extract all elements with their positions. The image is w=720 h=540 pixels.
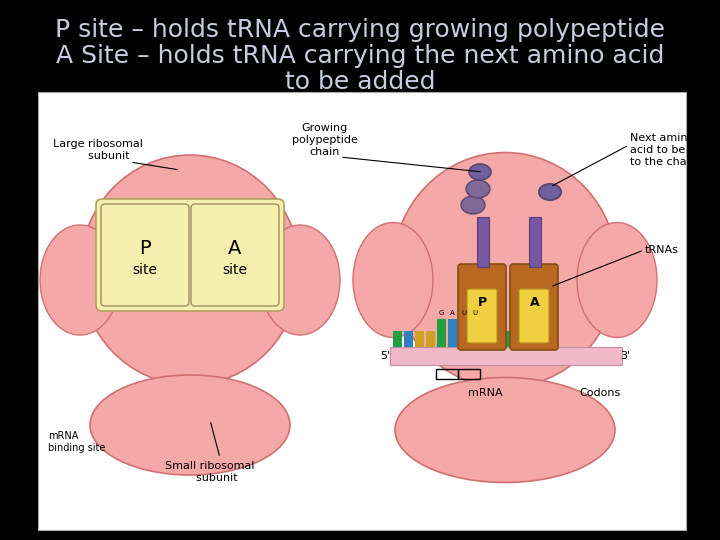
Text: U: U (472, 310, 477, 316)
Text: A: A (228, 239, 242, 258)
Bar (503, 331, 512, 347)
Bar (529, 217, 541, 267)
Bar (426, 331, 435, 347)
Ellipse shape (90, 375, 290, 475)
Text: A Site – holds tRNA carrying the next amino acid: A Site – holds tRNA carrying the next am… (56, 44, 664, 68)
Text: Codons: Codons (580, 388, 621, 398)
Text: site: site (222, 263, 248, 277)
Text: mRNA: mRNA (468, 388, 503, 398)
Bar (525, 331, 534, 347)
Bar (481, 331, 490, 347)
Ellipse shape (260, 225, 340, 335)
Text: U: U (461, 310, 466, 316)
Bar (514, 331, 523, 347)
FancyBboxPatch shape (191, 204, 279, 306)
Bar (470, 319, 479, 347)
Bar (459, 319, 468, 347)
Ellipse shape (40, 225, 120, 335)
Text: 5': 5' (380, 351, 390, 361)
Bar (492, 331, 501, 347)
FancyBboxPatch shape (467, 289, 497, 343)
Text: P: P (139, 239, 150, 258)
Text: mRNA
binding site: mRNA binding site (48, 431, 105, 453)
Text: A: A (530, 296, 540, 309)
Ellipse shape (80, 155, 300, 385)
Ellipse shape (577, 222, 657, 338)
FancyBboxPatch shape (458, 264, 506, 350)
Text: site: site (132, 263, 158, 277)
Text: P: P (477, 296, 487, 309)
Ellipse shape (461, 196, 485, 214)
Ellipse shape (395, 377, 615, 483)
FancyBboxPatch shape (510, 264, 558, 350)
Bar (536, 331, 545, 347)
Text: Next amino
acid to be added
to the chain: Next amino acid to be added to the chain (630, 133, 720, 167)
Ellipse shape (469, 164, 491, 180)
Ellipse shape (353, 222, 433, 338)
Text: A: A (450, 310, 455, 316)
Bar (437, 319, 446, 347)
Bar (393, 331, 402, 347)
Text: to be added: to be added (284, 70, 436, 94)
Text: P site – holds tRNA carrying growing polypeptide: P site – holds tRNA carrying growing pol… (55, 18, 665, 42)
Text: Small ribosomal
    subunit: Small ribosomal subunit (166, 461, 255, 483)
Ellipse shape (392, 152, 618, 388)
Text: G: G (438, 310, 444, 316)
FancyBboxPatch shape (96, 199, 284, 311)
Text: tRNAs: tRNAs (645, 245, 679, 255)
Bar (404, 331, 413, 347)
Ellipse shape (539, 184, 561, 200)
Text: Growing
polypeptide
chain: Growing polypeptide chain (292, 124, 358, 157)
Bar (448, 319, 457, 347)
FancyBboxPatch shape (38, 92, 686, 530)
Bar (477, 217, 489, 267)
Ellipse shape (466, 180, 490, 198)
FancyBboxPatch shape (101, 204, 189, 306)
Bar (415, 331, 424, 347)
Text: 3': 3' (620, 351, 630, 361)
Bar (390, 347, 622, 365)
Text: Large ribosomal
      subunit: Large ribosomal subunit (53, 139, 143, 161)
FancyBboxPatch shape (519, 289, 549, 343)
